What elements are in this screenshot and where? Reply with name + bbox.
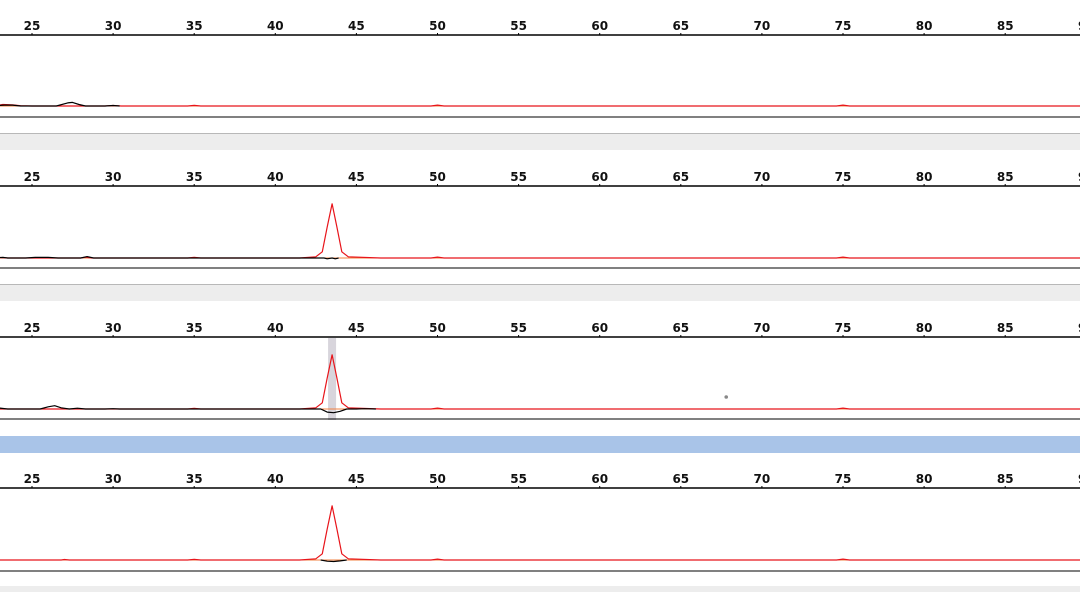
- x-tick-label: 60: [591, 472, 608, 486]
- x-tick-label: 65: [672, 170, 689, 184]
- x-tick-label: 55: [510, 170, 527, 184]
- x-tick-label: 75: [835, 472, 852, 486]
- x-tick-label: 80: [916, 472, 933, 486]
- x-tick-label: 55: [510, 472, 527, 486]
- x-tick-label: 30: [105, 472, 122, 486]
- red-trace: [0, 203, 1080, 259]
- x-tick-label: 25: [24, 19, 41, 33]
- x-tick-label: 70: [754, 472, 771, 486]
- panel-separator-2[interactable]: [0, 284, 1080, 301]
- x-tick-label: 85: [997, 472, 1014, 486]
- x-tick-label: 25: [24, 472, 41, 486]
- x-tick-label: 60: [591, 170, 608, 184]
- x-tick-label: 85: [997, 321, 1014, 335]
- x-tick-label: 80: [916, 19, 933, 33]
- stray-marker: [724, 395, 729, 399]
- x-tick-label: 30: [105, 19, 122, 33]
- x-tick-label: 45: [348, 321, 365, 335]
- x-tick-label: 90: [1078, 19, 1080, 33]
- x-tick-label: 70: [754, 19, 771, 33]
- x-tick-label: 45: [348, 19, 365, 33]
- x-tick-label: 50: [429, 321, 446, 335]
- x-tick-label: 70: [754, 170, 771, 184]
- panel-separator-bottom: [0, 586, 1080, 592]
- x-tick-label: 90: [1078, 321, 1080, 335]
- x-tick-label: 40: [267, 170, 284, 184]
- x-tick-label: 85: [997, 19, 1014, 33]
- x-tick-label: 55: [510, 321, 527, 335]
- x-tick-label: 45: [348, 472, 365, 486]
- x-tick-label: 30: [105, 170, 122, 184]
- x-tick-label: 80: [916, 170, 933, 184]
- red-trace: [0, 103, 1080, 107]
- x-tick-label: 35: [186, 170, 203, 184]
- x-tick-label: 60: [591, 19, 608, 33]
- x-tick-label: 85: [997, 170, 1014, 184]
- x-tick-label: 65: [672, 321, 689, 335]
- panel-separator-1[interactable]: [0, 133, 1080, 150]
- x-tick-label: 80: [916, 321, 933, 335]
- black-trace: [0, 405, 376, 414]
- x-tick-label: 55: [510, 19, 527, 33]
- x-tick-label: 35: [186, 19, 203, 33]
- chart-panel-4[interactable]: 25 30 35 40 45 50 55 60 65 70 75 80 85 90: [0, 472, 1080, 572]
- panel-separator-selected[interactable]: [0, 436, 1080, 453]
- black-trace: [0, 256, 339, 260]
- x-tick-label: 50: [429, 472, 446, 486]
- x-tick-label: 65: [672, 19, 689, 33]
- x-tick-label: 70: [754, 321, 771, 335]
- chart-panel-3[interactable]: 25 30 35 40 45 50 55 60 65 70 75 80 85 90: [0, 321, 1080, 420]
- x-tick-label: 90: [1078, 472, 1080, 486]
- x-tick-label: 50: [429, 19, 446, 33]
- chart-panel-1[interactable]: 25 30 35 40 45 50 55 60 65 70 75 80 85 90: [0, 19, 1080, 118]
- x-tick-label: 65: [672, 472, 689, 486]
- x-tick-label: 40: [267, 19, 284, 33]
- black-trace: [320, 559, 347, 563]
- x-tick-label: 45: [348, 170, 365, 184]
- peak-highlight: [328, 338, 337, 420]
- x-tick-label: 25: [24, 170, 41, 184]
- x-tick-label: 75: [835, 321, 852, 335]
- x-tick-label: 30: [105, 321, 122, 335]
- x-tick-label: 40: [267, 472, 284, 486]
- x-tick-label: 35: [186, 472, 203, 486]
- x-tick-label: 50: [429, 170, 446, 184]
- x-tick-label: 35: [186, 321, 203, 335]
- black-trace: [0, 101, 120, 107]
- chart-panel-2[interactable]: 25 30 35 40 45 50 55 60 65 70 75 80 85 90: [0, 170, 1080, 269]
- red-trace: [0, 505, 1080, 561]
- x-tick-label: 90: [1078, 170, 1080, 184]
- x-tick-label: 75: [835, 19, 852, 33]
- x-tick-label: 75: [835, 170, 852, 184]
- x-tick-label: 25: [24, 321, 41, 335]
- red-trace: [0, 354, 1080, 410]
- x-tick-label: 60: [591, 321, 608, 335]
- x-tick-label: 40: [267, 321, 284, 335]
